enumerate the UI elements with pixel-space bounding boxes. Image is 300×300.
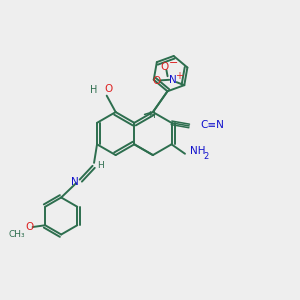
Text: H: H	[91, 85, 98, 95]
Text: H: H	[148, 111, 155, 120]
Text: N: N	[169, 75, 177, 85]
Text: O: O	[104, 84, 112, 94]
Text: −: −	[169, 58, 178, 68]
Text: H: H	[98, 161, 104, 170]
Text: +: +	[176, 70, 184, 81]
Text: 2: 2	[204, 152, 209, 161]
Text: C≡N: C≡N	[200, 120, 224, 130]
Text: NH: NH	[190, 146, 205, 156]
Text: O: O	[152, 76, 160, 86]
Text: CH₃: CH₃	[9, 230, 26, 239]
Text: N: N	[71, 177, 79, 187]
Text: O: O	[25, 222, 33, 232]
Text: O: O	[160, 62, 169, 72]
